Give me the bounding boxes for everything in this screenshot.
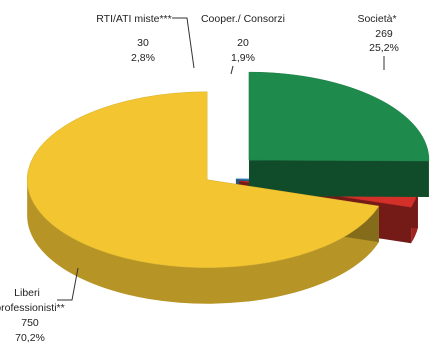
- slice-value-cooper: 20: [237, 37, 249, 49]
- slice-percent-rti: 2,8%: [131, 52, 155, 64]
- slice-label-cooper: Cooper./ Consorzi: [201, 13, 285, 25]
- slice-percent-cooper: 1,9%: [231, 52, 255, 64]
- slice-side-liberi-professionisti: [27, 179, 379, 304]
- pie-slices: [26, 71, 430, 304]
- slice-label-liberi-line1: Liberi: [14, 287, 40, 299]
- slice-cut-societ-1: [248, 160, 429, 198]
- leader-rti: [172, 17, 195, 69]
- slice-label-societa: Società*: [357, 13, 396, 25]
- pie-slice-liberi-professionisti: [26, 91, 380, 304]
- slice-value-rti: 30: [137, 37, 149, 49]
- leader-lines: [57, 17, 385, 301]
- slice-percent-societa: 25,2%: [369, 42, 399, 54]
- slice-percent-liberi: 70,2%: [15, 332, 45, 344]
- slice-label-liberi-line2: professionisti**: [0, 302, 65, 314]
- pie-slice-societ: [248, 71, 430, 198]
- slice-value-societa: 269: [375, 28, 393, 40]
- slice-top-societ: [248, 71, 430, 162]
- slice-top-liberi-professionisti: [26, 91, 380, 268]
- slice-label-rti: RTI/ATI miste***: [96, 13, 171, 25]
- leader-cooper: [230, 65, 234, 75]
- leader-liberi: [57, 267, 79, 301]
- slice-value-liberi: 750: [21, 317, 39, 329]
